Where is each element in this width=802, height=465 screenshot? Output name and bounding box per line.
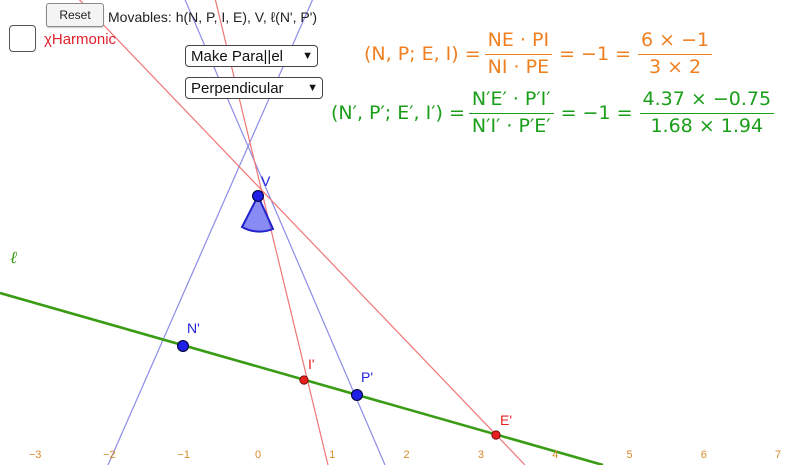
angle-marker	[240, 193, 275, 233]
x-axis-tick-label: 2	[404, 449, 410, 461]
line-v-i-prime[interactable]	[213, 0, 329, 465]
formula-middle: = −1 =	[560, 102, 633, 125]
line-v-e-prime[interactable]	[70, 0, 526, 465]
reset-button[interactable]: Reset	[46, 3, 104, 27]
chevron-down-icon: ▼	[302, 50, 313, 62]
label-p-prime: P'	[361, 369, 373, 385]
fraction-numerator: NE · PI	[484, 29, 553, 55]
make-parallel-selected: Make Para||el	[191, 47, 283, 65]
formula-lhs: (N, P; E, I) =	[364, 43, 481, 66]
fraction-denominator: NI · PE	[487, 55, 550, 78]
x-axis-tick-label: 7	[775, 449, 781, 461]
formula-fraction: 4.37 × −0.75 1.68 × 1.94	[639, 88, 775, 138]
point-e-prime[interactable]	[491, 430, 501, 440]
harmonic-checkbox-label[interactable]: χHarmonic	[44, 31, 117, 48]
fraction-numerator: 4.37 × −0.75	[639, 88, 775, 114]
point-v[interactable]	[252, 190, 264, 202]
x-axis-tick-label: −2	[103, 449, 116, 461]
line-v-n-prime[interactable]	[107, 0, 330, 465]
x-axis-tick-label: −1	[177, 449, 190, 461]
x-axis-tick-label: 1	[329, 449, 335, 461]
x-axis-tick-label: 0	[255, 449, 261, 461]
x-axis-tick-labels: −3 −2 −1 0 1 2 3 4 5 6 7	[29, 449, 781, 461]
label-i-prime: I'	[308, 356, 315, 372]
label-line-l: ℓ	[10, 248, 17, 268]
formula-fraction: NE · PI NI · PE	[484, 29, 553, 79]
fraction-denominator: N′I′ · P′E′	[471, 114, 551, 137]
point-p-prime[interactable]	[351, 389, 363, 401]
cross-ratio-formula-orange: (N, P; E, I) = NE · PI NI · PE = −1 = 6 …	[364, 29, 716, 79]
x-axis-tick-label: 5	[626, 449, 632, 461]
fraction-denominator: 1.68 × 1.94	[650, 114, 764, 137]
x-axis-tick-label: 6	[701, 449, 707, 461]
cross-ratio-formula-green: (N′, P′; E′, I′) = N′E′ · P′I′ N′I′ · P′…	[331, 88, 778, 138]
formula-fraction: 6 × −1 3 × 2	[638, 29, 713, 79]
label-v: V	[261, 173, 271, 189]
formula-fraction: N′E′ · P′I′ N′I′ · P′E′	[468, 88, 554, 138]
x-axis-tick-label: 3	[478, 449, 484, 461]
formula-lhs: (N′, P′; E′, I′) =	[331, 102, 465, 125]
formula-middle: = −1 =	[559, 43, 632, 66]
point-n-prime[interactable]	[177, 340, 189, 352]
x-axis-tick-label: −3	[29, 449, 42, 461]
chevron-down-icon: ▼	[307, 82, 318, 94]
perpendicular-dropdown[interactable]: Perpendicular ▼	[185, 77, 323, 99]
fraction-denominator: 3 × 2	[648, 55, 702, 78]
movables-text: Movables: h(N, P, I, E), V, ℓ(N', P')	[108, 9, 318, 25]
make-parallel-dropdown[interactable]: Make Para||el ▼	[185, 45, 318, 67]
perpendicular-selected: Perpendicular	[191, 79, 284, 97]
fraction-numerator: 6 × −1	[638, 29, 713, 55]
point-i-prime[interactable]	[299, 375, 309, 385]
harmonic-checkbox[interactable]	[9, 25, 36, 52]
fraction-numerator: N′E′ · P′I′	[468, 88, 554, 114]
label-n-prime: N'	[187, 320, 200, 336]
label-e-prime: E'	[500, 412, 512, 428]
line-v-p-prime[interactable]	[180, 0, 386, 465]
x-axis-tick-label: 4	[552, 449, 558, 461]
